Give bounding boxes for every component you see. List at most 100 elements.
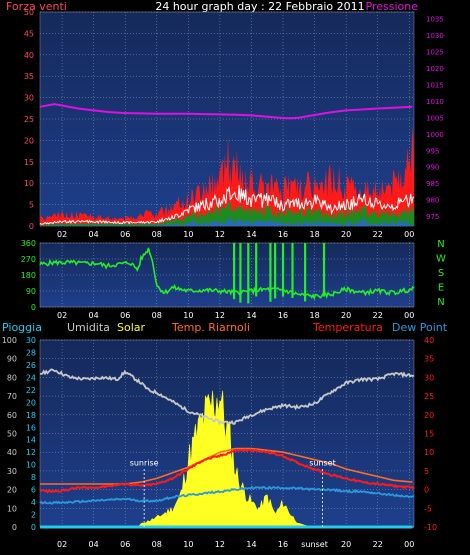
- rain-tick-label: 16: [26, 423, 36, 432]
- hour-label: sunset: [301, 540, 328, 549]
- hour-label: 00: [404, 230, 414, 239]
- rain-tick-label: 14: [26, 436, 36, 445]
- wind-axis-label: Forza venti: [6, 0, 67, 13]
- legend-dew-point: Dew Point: [392, 321, 448, 334]
- hour-label: 22: [373, 311, 383, 320]
- hour-label: 16: [278, 311, 288, 320]
- hour-label: 20: [341, 540, 351, 549]
- legend-temp-riarnoli: Temp. Riarnoli: [171, 321, 250, 334]
- wind-tick-label: 40: [24, 51, 34, 60]
- rain-tick-label: 22: [26, 386, 36, 395]
- panel1-series: [39, 103, 415, 226]
- hour-label: 04: [89, 311, 99, 320]
- hour-label: 22: [373, 230, 383, 239]
- direction-degree-label: 90: [26, 287, 36, 296]
- humidity-tick-label: 40: [7, 448, 17, 457]
- hour-label: 12: [215, 540, 225, 549]
- pressure-tick-label: 1000: [426, 131, 444, 139]
- hour-label: 12: [215, 230, 225, 239]
- panel1-hour-labels: 02 04 06 08 10 12 14 16 18 20 22 00: [57, 230, 414, 239]
- hour-label: 06: [120, 540, 130, 549]
- panel2-series: [39, 243, 415, 304]
- hour-label: 02: [57, 311, 67, 320]
- hour-label: 18: [309, 311, 319, 320]
- panel3-legend: Pioggia Umidita Solar Temp. Riarnoli Tem…: [2, 321, 448, 334]
- hour-label: 04: [89, 230, 99, 239]
- panel3-hour-labels: 02 04 06 08 10 12 14 16 sunset 20 22 00: [57, 540, 414, 549]
- temperature-tick-label: 20: [424, 411, 434, 420]
- chart-title: 24 hour graph day : 22 Febbraio 2011: [155, 0, 364, 13]
- direction-degree-labels: 360 270 180 90 0: [21, 239, 36, 312]
- temp-riarnoli-line: [40, 447, 413, 485]
- direction-degree-label: 270: [21, 255, 36, 264]
- pressure-tick-label: 985: [426, 180, 439, 188]
- rain-tick-label: 8: [31, 473, 36, 482]
- humidity-tick-label: 10: [7, 504, 17, 513]
- wind-tick-label: 10: [24, 179, 34, 188]
- hour-label: 10: [183, 540, 193, 549]
- hour-label: 10: [183, 230, 193, 239]
- wind-direction-line: [39, 247, 415, 301]
- wind-gust-area: [40, 125, 414, 226]
- wind-tick-label: 15: [24, 158, 34, 167]
- hour-label: 10: [183, 311, 193, 320]
- pressure-tick-label: 1025: [426, 49, 444, 57]
- temperature-tick-label: 15: [424, 430, 434, 439]
- hour-label: 20: [341, 230, 351, 239]
- humidity-tick-label: 90: [7, 355, 17, 364]
- hour-label: 14: [246, 311, 256, 320]
- wind-tick-label: 25: [24, 115, 34, 124]
- hour-label: 04: [89, 540, 99, 549]
- pressure-tick-label: 990: [426, 164, 439, 172]
- rain-tick-label: 0: [31, 523, 36, 532]
- temperature-tick-label: -10: [424, 523, 437, 532]
- hour-label: 14: [246, 540, 256, 549]
- wind-tick-label: 35: [24, 72, 34, 81]
- pressure-tick-label: 1030: [426, 32, 444, 40]
- wind-tick-label: 5: [29, 201, 34, 210]
- humidity-tick-label: 80: [7, 373, 17, 382]
- temperature-tick-label: 0: [424, 486, 429, 495]
- hour-label: 02: [57, 540, 67, 549]
- rain-tick-label: 26: [26, 361, 36, 370]
- hour-label: 02: [57, 230, 67, 239]
- wind-average-line: [39, 185, 415, 225]
- hour-label: 06: [120, 230, 130, 239]
- wind-tick-label: 50: [24, 8, 34, 17]
- rain-tick-label: 12: [26, 448, 36, 457]
- rain-tick-label: 2: [31, 511, 36, 520]
- hour-label: 14: [246, 230, 256, 239]
- pressure-tick-label: 1020: [426, 65, 444, 73]
- humidity-tick-label: 100: [2, 336, 17, 345]
- temperature-tick-label: 40: [424, 336, 434, 345]
- wind-tick-label: 30: [24, 94, 34, 103]
- hour-label: 18: [309, 230, 319, 239]
- pressure-tick-label: 1035: [426, 16, 444, 24]
- rain-tick-label: 28: [26, 348, 36, 357]
- pressure-tick-label: 1005: [426, 114, 444, 122]
- hour-label: 06: [120, 311, 130, 320]
- wind-low-area: [40, 200, 414, 226]
- wind-tick-label: 45: [24, 29, 34, 38]
- temperature-tick-labels: 40 35 30 25 20 15 10 5 0 -5 -10: [424, 336, 437, 532]
- hour-label: 08: [152, 540, 162, 549]
- sunrise-label: sunrise: [130, 458, 159, 467]
- direction-degree-label: 180: [21, 271, 36, 280]
- rain-tick-label: 6: [31, 486, 36, 495]
- temperature-tick-label: 10: [424, 448, 434, 457]
- pressure-tick-label: 975: [426, 213, 439, 221]
- wind-calm-area: [40, 216, 414, 226]
- wind-tick-label: 0: [29, 222, 34, 231]
- temperature-tick-label: 30: [424, 373, 434, 382]
- pressure-line: [39, 103, 413, 120]
- wind-pressure-panel: Forza venti Pressione 504540353025201510…: [6, 0, 444, 239]
- pressure-axis-label: Pressione: [366, 0, 419, 13]
- hour-label: 12: [215, 311, 225, 320]
- humidity-tick-label: 0: [12, 523, 17, 532]
- hour-label: 22: [373, 540, 383, 549]
